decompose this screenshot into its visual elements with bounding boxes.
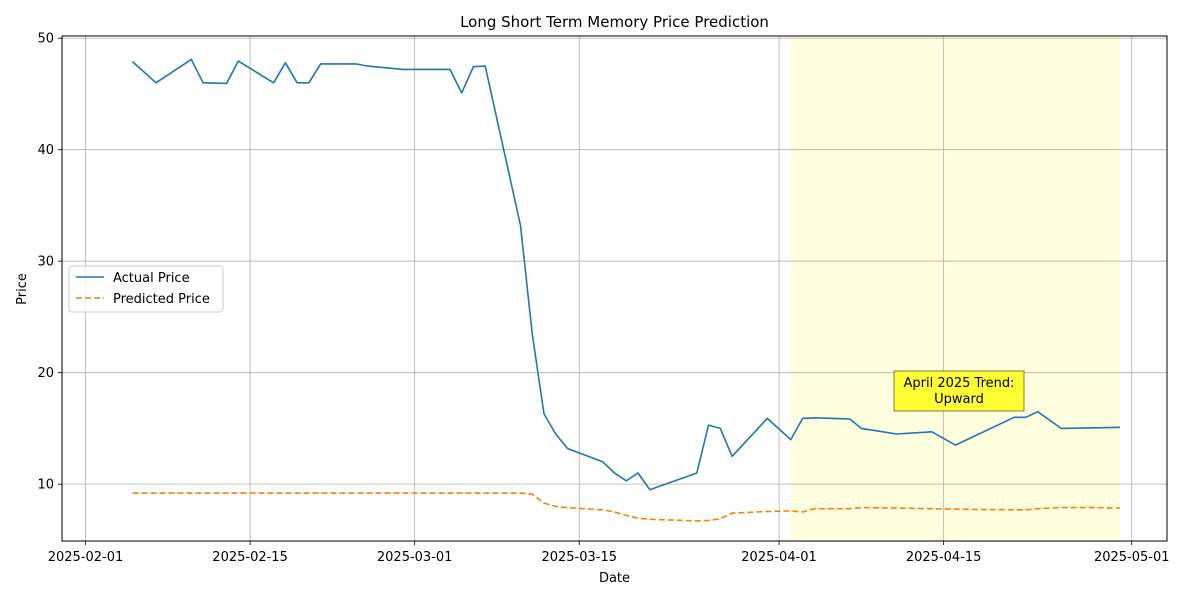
- annotation-box: [893, 370, 1025, 412]
- series-layer: [131, 58, 1121, 522]
- x-tick-label: 2025-02-15: [212, 550, 288, 565]
- y-tick-label: 50: [37, 32, 54, 47]
- x-tick-label: 2025-03-15: [541, 550, 617, 565]
- highlight-span: [790, 36, 1120, 541]
- legend-frame: [68, 265, 224, 313]
- y-tick-label: 20: [37, 366, 54, 381]
- y-tick-label: 30: [37, 255, 54, 270]
- annotation-line-2: Upward: [934, 392, 984, 407]
- tick-layer: 2025-02-01 2025-02-15 2025-03-01 2025-03-15…: [37, 32, 1169, 565]
- chart-title: Long Short Term Memory Price Prediction: [460, 13, 769, 31]
- annotation-line-1: April 2025 Trend:: [903, 376, 1014, 391]
- x-tick-label: 2025-02-01: [48, 550, 124, 565]
- grid-layer: [62, 36, 1167, 541]
- x-tick-label: 2025-03-01: [377, 550, 453, 565]
- plot-frame: [61, 35, 1168, 542]
- y-axis-label: Price: [15, 273, 30, 305]
- x-tick-label: 2025-05-01: [1094, 550, 1170, 565]
- legend-label-actual: Actual Price: [113, 271, 190, 286]
- actual-price-line: [131, 58, 1121, 491]
- x-tick-label: 2025-04-01: [741, 550, 817, 565]
- predicted-price-line: [132, 492, 1121, 522]
- legend-label-predicted: Predicted Price: [113, 292, 210, 307]
- legend: Actual Price Predicted Price: [68, 265, 224, 313]
- annotation-layer: April 2025 Trend: Upward: [893, 370, 1025, 412]
- highlight-layer: [790, 36, 1120, 541]
- x-axis-label: Date: [599, 571, 630, 586]
- y-tick-label: 10: [37, 478, 54, 493]
- y-tick-label: 40: [37, 143, 54, 158]
- x-tick-label: 2025-04-15: [906, 550, 982, 565]
